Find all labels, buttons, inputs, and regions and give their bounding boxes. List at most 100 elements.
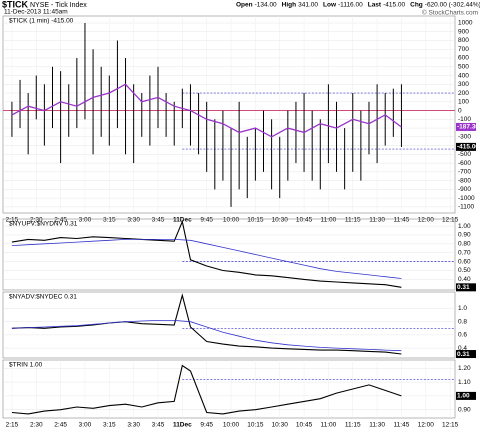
x-tick-label: 3:30 — [127, 217, 140, 224]
series-line — [11, 219, 402, 288]
x-tick-label: 2:45 — [54, 217, 67, 224]
last-value-box — [456, 283, 476, 292]
y-tick-label: 0.70 — [458, 249, 471, 256]
x-tick-label: 11:00 — [321, 217, 337, 224]
x-tick-label: 11:15 — [345, 217, 361, 224]
y-tick-label: 700 — [458, 46, 469, 53]
series-line — [11, 239, 402, 279]
stat-label: Open — [236, 2, 253, 9]
x-tick-label: 2:45 — [54, 422, 67, 429]
y-tick-label: 300 — [458, 81, 469, 88]
y-tick-label: -300 — [458, 134, 471, 141]
panel-frame — [2, 291, 456, 359]
x-tick-label: 9:45 — [200, 422, 213, 429]
y-tick-label: -1000 — [458, 195, 475, 202]
panel-title: $TICK (1 min) -415.00 — [9, 18, 74, 25]
x-tick-label: 10:15 — [247, 422, 264, 429]
y-tick-label: 1.0 — [458, 305, 467, 312]
x-tick-label: 12:00 — [418, 422, 435, 429]
y-tick-label: 0.80 — [458, 241, 471, 248]
x-tick-label: 3:15 — [103, 422, 116, 429]
y-tick-label: -600 — [458, 160, 471, 167]
series-line — [11, 293, 402, 355]
y-tick-label: 1000 — [458, 20, 473, 27]
x-tick-label: 11Dec — [173, 422, 192, 429]
x-tick-label: 12:00 — [418, 217, 435, 224]
y-tick-label: 400 — [458, 72, 469, 79]
x-tick-label: 10:00 — [223, 422, 240, 429]
x-tick-label: 11:00 — [321, 422, 337, 429]
stat-label: High — [282, 2, 296, 9]
y-tick-label: 800 — [458, 37, 469, 44]
stat-value: -620.00 (-302.44%) — [425, 2, 480, 9]
symbol-name: NYSE - Tick Index — [30, 2, 87, 9]
y-tick-label: 100 — [458, 99, 469, 106]
stat-label: Chg — [410, 2, 423, 9]
x-tick-label: 2:15 — [6, 422, 19, 429]
last-value-box — [456, 350, 476, 359]
y-tick-label: 0.8 — [458, 318, 467, 325]
y-tick-label: -700 — [458, 169, 471, 176]
panel-title: $NYUPV:$NYDNV 0.31 — [9, 221, 78, 228]
symbol: $TICK — [2, 0, 29, 9]
x-tick-label: 12:15 — [442, 422, 459, 429]
y-tick-label: -500 — [458, 151, 471, 158]
x-tick-label: 10:30 — [272, 422, 289, 429]
x-tick-label: 2:30 — [30, 422, 43, 429]
stat-label: Last — [368, 2, 382, 9]
date: 11-Dec-2013 11:45am — [4, 9, 68, 16]
y-tick-label: 0.60 — [458, 258, 471, 265]
x-tick-label: 10:15 — [247, 217, 264, 224]
x-tick-label: 3:00 — [79, 217, 92, 224]
x-tick-label: 2:30 — [30, 217, 43, 224]
y-tick-label: 200 — [458, 90, 469, 97]
x-tick-label: 9:45 — [200, 217, 213, 224]
y-tick-label: 500 — [458, 64, 469, 71]
y-tick-label: 1.20 — [458, 365, 471, 372]
x-tick-label: 3:00 — [79, 422, 92, 429]
stat-value: -134.00 — [255, 2, 277, 9]
stat-value: 341.00 — [298, 2, 318, 9]
credit: © StockCharts.com — [422, 9, 478, 17]
last-value-label: -415.00 — [457, 144, 479, 151]
last-value-label: 0.31 — [457, 284, 470, 291]
panel-frame — [2, 15, 456, 214]
panel-title: $TRIN 1.00 — [9, 362, 43, 369]
y-tick-label: 0.4 — [458, 345, 467, 352]
y-tick-label: -800 — [458, 177, 471, 184]
last-value-box — [456, 391, 476, 400]
y-tick-label: 0.6 — [458, 332, 467, 339]
y-tick-label: 0.90 — [458, 406, 471, 413]
x-tick-label: 10:00 — [223, 217, 240, 224]
x-tick-label: 3:45 — [152, 422, 165, 429]
x-tick-label: 3:15 — [103, 217, 116, 224]
x-tick-label: 12:15 — [442, 217, 459, 224]
y-tick-label: 1.10 — [458, 379, 471, 386]
x-tick-label: 10:30 — [272, 217, 289, 224]
stat-label: Low — [323, 2, 337, 9]
x-tick-label: 10:45 — [296, 422, 313, 429]
x-tick-label: 11:45 — [394, 217, 410, 224]
x-tick-label: 11:30 — [369, 217, 385, 224]
last-value-box — [456, 142, 476, 151]
last-value-label: -187.30 — [457, 124, 479, 131]
x-tick-label: 11:15 — [345, 422, 361, 429]
y-tick-label: -100 — [458, 116, 471, 123]
last-value-label: 0.31 — [457, 351, 470, 358]
last-value-box — [456, 122, 476, 131]
panel-frame — [2, 359, 456, 419]
y-tick-label: 1.00 — [458, 223, 471, 230]
y-tick-label: -900 — [458, 186, 471, 193]
y-tick-label: 0.40 — [458, 276, 471, 283]
x-tick-label: 10:45 — [296, 217, 313, 224]
x-tick-label: 11:30 — [369, 422, 385, 429]
panel-frame — [2, 218, 456, 291]
y-tick-label: -1100 — [458, 204, 475, 211]
y-tick-label: 0 — [458, 107, 462, 114]
x-tick-label: 11:45 — [394, 422, 410, 429]
series-line — [11, 364, 402, 415]
last-value-label: 1.00 — [457, 393, 470, 400]
moving-average — [11, 83, 402, 138]
y-tick-label: 600 — [458, 55, 469, 62]
